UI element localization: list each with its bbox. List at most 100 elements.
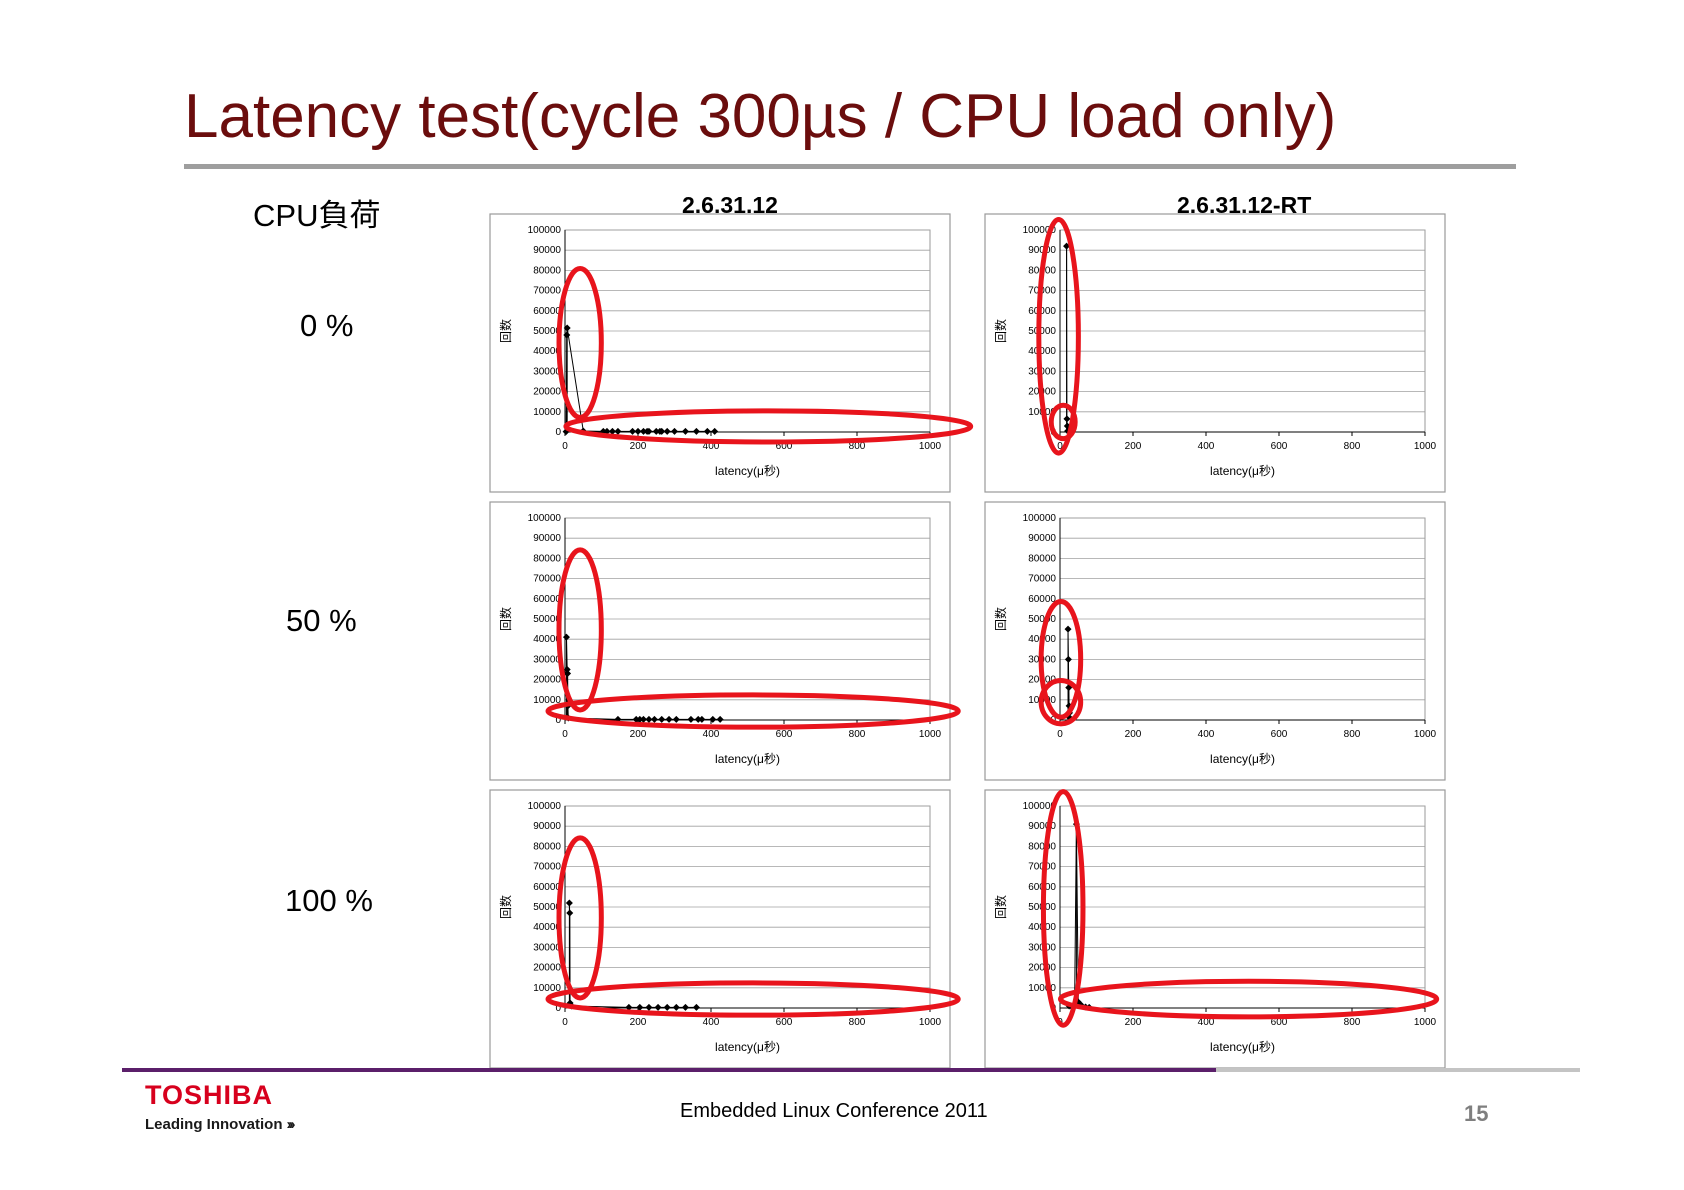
x-tick-label: 800 [1344,441,1361,452]
chart-frame [489,789,951,1069]
x-tick-label: 600 [1271,729,1288,740]
y-tick-label: 30000 [1028,366,1056,377]
y-tick-label: 80000 [1028,841,1056,852]
x-tick-label: 0 [562,729,568,740]
data-point [639,427,647,435]
y-tick-label: 100000 [1023,225,1057,236]
row-label-load-100: 100 % [285,883,373,918]
highlight-ellipse [1038,599,1084,720]
y-tick-label: 60000 [533,594,561,605]
data-point [565,899,573,907]
x-tick-label: 400 [703,1017,720,1028]
y-tick-label: 20000 [1028,963,1056,974]
y-tick-label: 80000 [533,553,561,564]
y-tick-label: 70000 [1028,574,1056,585]
x-axis-label: latency(μ秒) [1210,1040,1275,1054]
y-tick-label: 70000 [533,286,561,297]
data-point [645,427,653,435]
chart-frame [984,501,1446,781]
data-point [703,427,711,435]
x-tick-label: 1000 [1414,729,1437,740]
data-point [563,324,571,332]
y-tick-label: 40000 [533,922,561,933]
x-tick-label: 1000 [1414,441,1437,452]
x-tick-label: 600 [1271,441,1288,452]
x-tick-label: 800 [1344,729,1361,740]
y-tick-label: 0 [555,715,561,726]
highlight-ellipse [545,980,961,1018]
highlight-ellipse [1057,978,1440,1020]
y-tick-label: 20000 [533,963,561,974]
x-tick-label: 800 [849,729,866,740]
data-point [1063,415,1071,423]
x-tick-label: 200 [630,729,647,740]
data-point [625,1003,633,1011]
highlight-ellipse [1038,677,1084,727]
data-point [692,427,700,435]
x-tick-label: 200 [630,1017,647,1028]
x-axis-label: latency(μ秒) [1210,464,1275,478]
y-tick-label: 40000 [533,634,561,645]
row-label-load-0: 0 % [300,308,354,343]
data-point [608,427,616,435]
highlight-ellipse [1048,402,1078,442]
data-point [672,715,680,723]
x-tick-label: 200 [630,441,647,452]
data-point [681,1003,689,1011]
data-point [566,909,574,917]
y-tick-label: 90000 [1028,533,1056,544]
x-tick-label: 200 [1125,1017,1142,1028]
data-point [692,1003,700,1011]
row-label-load-50: 50 % [286,603,357,638]
title-underline [184,164,1516,169]
x-tick-label: 200 [1125,441,1142,452]
data-point [632,715,640,723]
y-tick-label: 70000 [533,862,561,873]
data-point [687,715,695,723]
x-tick-label: 600 [776,1017,793,1028]
y-tick-label: 40000 [1028,346,1056,357]
x-axis-label: latency(μ秒) [1210,752,1275,766]
y-tick-label: 30000 [533,654,561,665]
chart-std-load-100: 0100002000030000400005000060000700008000… [489,789,961,1069]
x-tick-label: 1000 [919,441,942,452]
y-tick-label: 100000 [528,801,562,812]
x-tick-label: 400 [703,729,720,740]
footer-conference: Embedded Linux Conference 2011 [680,1100,988,1122]
y-tick-label: 50000 [1028,614,1056,625]
y-tick-label: 80000 [1028,553,1056,564]
data-point [645,1003,653,1011]
data-point [563,666,571,673]
y-tick-label: 50000 [1028,326,1056,337]
x-tick-label: 400 [703,441,720,452]
y-tick-label: 60000 [533,306,561,317]
x-tick-label: 0 [562,1017,568,1028]
data-point [709,715,717,723]
data-point [663,427,671,435]
data-point [681,427,689,435]
y-tick-label: 10000 [1028,983,1056,994]
y-axis-label: 回数 [993,319,1008,343]
cpu-load-header: CPU負荷 [253,198,381,233]
y-tick-label: 90000 [533,821,561,832]
slide-title: Latency test(cycle 300µs / CPU load only… [184,82,1337,151]
data-point [564,670,572,678]
y-tick-label: 100000 [528,513,562,524]
y-tick-label: 90000 [533,245,561,256]
y-tick-label: 70000 [533,574,561,585]
y-axis-label: 回数 [993,895,1008,919]
y-tick-label: 50000 [533,902,561,913]
y-tick-label: 30000 [533,366,561,377]
data-point [672,1003,680,1011]
x-axis-label: latency(μ秒) [715,1040,780,1054]
highlight-ellipse [556,835,604,1001]
data-point [563,331,571,339]
y-tick-label: 100000 [1023,801,1057,812]
y-tick-label: 0 [555,427,561,438]
chart-std-load-0: 0100002000030000400005000060000700008000… [489,213,974,493]
logo-tagline-text: Leading Innovation [145,1116,283,1133]
data-point [650,715,658,723]
x-tick-label: 800 [849,1017,866,1028]
data-point [658,715,666,723]
toshiba-logo: TOSHIBA [145,1080,274,1110]
